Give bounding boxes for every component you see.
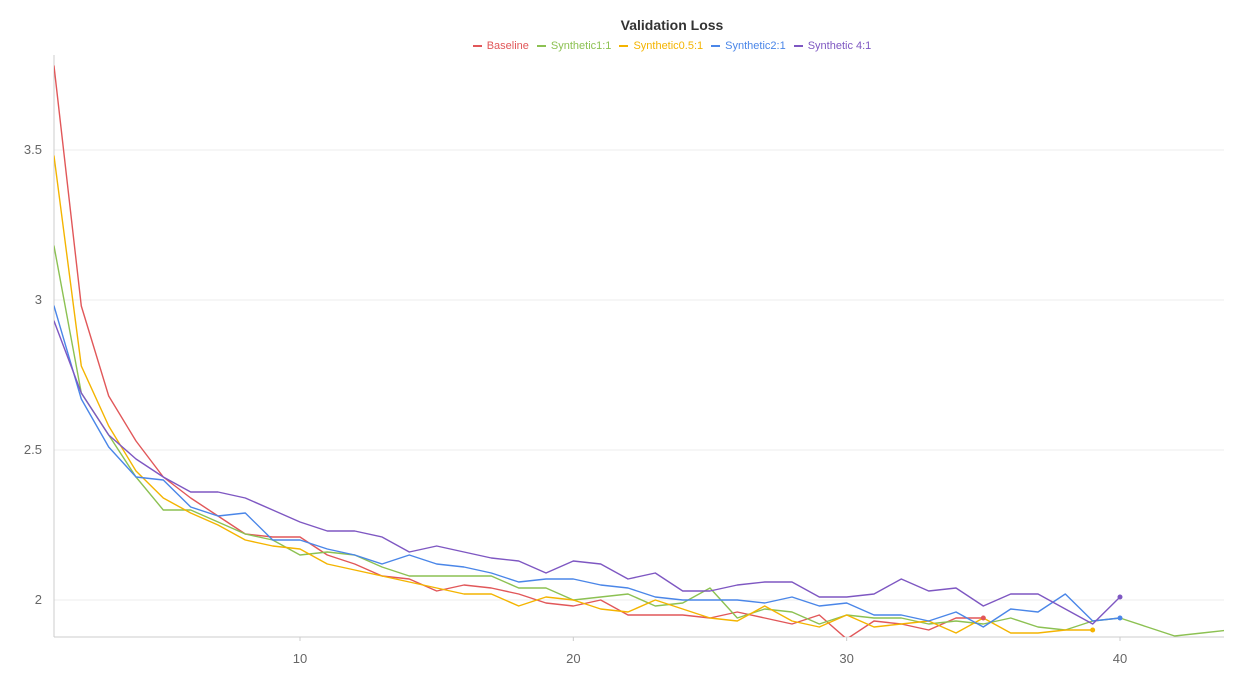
legend-item[interactable]: Synthetic2:1 — [711, 40, 786, 52]
y-tick-label: 2.5 — [24, 442, 42, 457]
legend-item[interactable]: Synthetic0.5:1 — [619, 40, 703, 52]
legend-label: Synthetic1:1 — [550, 40, 612, 52]
legend-swatch — [793, 45, 803, 48]
series-line-synthetic-4-1 — [54, 320, 1121, 625]
x-tick-label: 40 — [1113, 651, 1127, 666]
series-line-baseline — [54, 65, 984, 637]
series-end-point-synthetic2-1 — [1117, 615, 1123, 621]
series-group — [54, 65, 1224, 637]
series-end-point-baseline — [980, 615, 986, 621]
series-end-point-synthetic0-5-1 — [1090, 627, 1096, 633]
legend-swatch — [711, 45, 721, 48]
x-tick-label: 30 — [839, 651, 853, 666]
series-line-synthetic2-1 — [54, 305, 1121, 628]
legend-swatch — [619, 45, 629, 48]
legend-item[interactable]: Synthetic 4:1 — [793, 40, 872, 52]
series-line-synthetic1-1 — [54, 245, 1224, 637]
legend-label: Synthetic0.5:1 — [633, 40, 704, 52]
series-line-synthetic0-5-1 — [54, 155, 1094, 634]
y-tick-label: 3.5 — [24, 142, 42, 157]
legend-item[interactable]: Baseline — [472, 40, 529, 52]
y-tick-label: 3 — [35, 292, 42, 307]
legend-label: Synthetic 4:1 — [807, 40, 872, 52]
legend-label: Synthetic2:1 — [725, 40, 786, 52]
legend-item[interactable]: Synthetic1:1 — [536, 40, 612, 52]
series-end-point-synthetic-4-1 — [1117, 594, 1123, 600]
x-tick-label: 10 — [293, 651, 307, 666]
legend-swatch — [536, 45, 546, 48]
legend-swatch — [472, 45, 482, 48]
chart-title: Validation Loss — [620, 17, 724, 33]
legend-label: Baseline — [486, 40, 529, 52]
x-tick-label: 20 — [566, 651, 580, 666]
legend: Baseline Synthetic1:1 Synthetic0.5:1 Synthe… — [0, 40, 1246, 52]
y-tick-label: 2 — [35, 592, 42, 607]
